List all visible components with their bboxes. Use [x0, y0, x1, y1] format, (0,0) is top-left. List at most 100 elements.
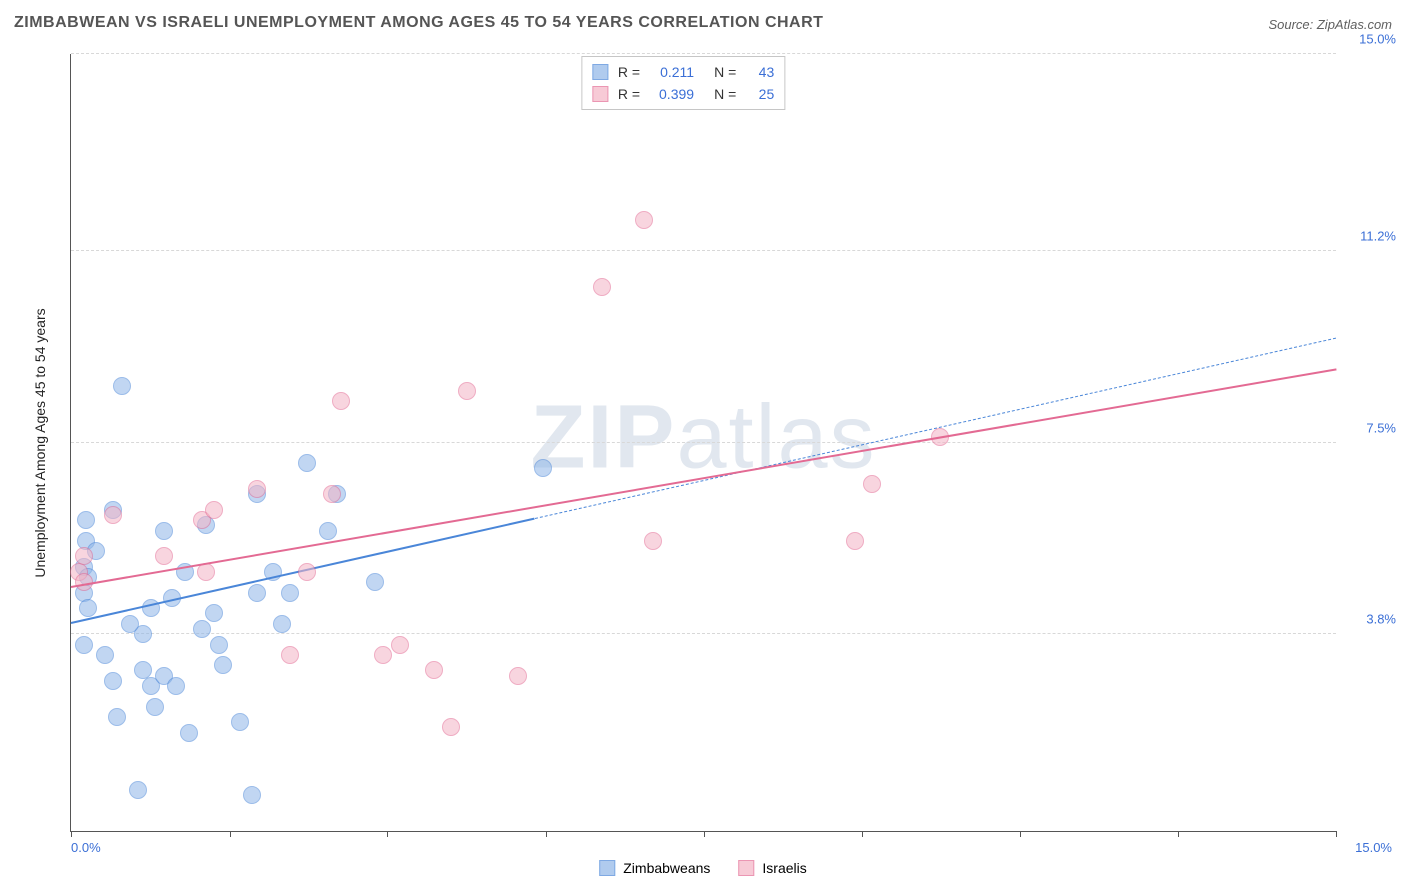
data-point	[328, 485, 346, 503]
data-point	[248, 485, 266, 503]
gridline	[71, 53, 1336, 54]
data-point	[134, 661, 152, 679]
data-point	[142, 677, 160, 695]
r-value: 0.211	[650, 61, 694, 83]
data-point	[121, 615, 139, 633]
data-point	[593, 278, 611, 296]
x-tick-mark	[704, 831, 705, 837]
data-point	[298, 454, 316, 472]
data-point	[248, 480, 266, 498]
data-point	[96, 646, 114, 664]
x-tick-mark	[387, 831, 388, 837]
legend-label: Zimbabweans	[623, 860, 710, 876]
n-value: 43	[746, 61, 774, 83]
data-point	[931, 428, 949, 446]
data-point	[142, 599, 160, 617]
data-point	[75, 558, 93, 576]
data-point	[323, 485, 341, 503]
data-point	[534, 459, 552, 477]
legend-swatch	[738, 860, 754, 876]
data-point	[108, 708, 126, 726]
data-point	[79, 599, 97, 617]
data-point	[205, 604, 223, 622]
x-tick-mark	[862, 831, 863, 837]
trend-line	[71, 517, 535, 623]
gridline	[71, 250, 1336, 251]
legend-item: Zimbabweans	[599, 860, 710, 876]
data-point	[425, 661, 443, 679]
data-point	[163, 589, 181, 607]
data-point	[281, 646, 299, 664]
legend-item: Israelis	[738, 860, 806, 876]
data-point	[79, 568, 97, 586]
data-point	[205, 501, 223, 519]
data-point	[77, 511, 95, 529]
y-tick-label: 3.8%	[1341, 612, 1396, 627]
data-point	[113, 377, 131, 395]
watermark: ZIPatlas	[530, 386, 876, 489]
data-point	[146, 698, 164, 716]
r-label: R =	[618, 83, 640, 105]
r-value: 0.399	[650, 83, 694, 105]
legend-swatch	[599, 860, 615, 876]
data-point	[644, 532, 662, 550]
data-point	[197, 516, 215, 534]
n-label: N =	[714, 83, 736, 105]
data-point	[442, 718, 460, 736]
y-tick-label: 11.2%	[1341, 228, 1396, 243]
gridline	[71, 633, 1336, 634]
legend-swatch	[592, 64, 608, 80]
data-point	[391, 636, 409, 654]
correlation-row: R = 0.211 N = 43	[592, 61, 774, 83]
x-tick-mark	[546, 831, 547, 837]
trend-line	[535, 338, 1336, 519]
data-point	[264, 563, 282, 581]
r-label: R =	[618, 61, 640, 83]
data-point	[104, 501, 122, 519]
data-point	[281, 584, 299, 602]
correlation-row: R =0.399N =25	[592, 83, 774, 105]
data-point	[243, 786, 261, 804]
data-point	[134, 625, 152, 643]
x-tick-mark	[1020, 831, 1021, 837]
data-point	[176, 563, 194, 581]
data-point	[75, 584, 93, 602]
legend-label: Israelis	[762, 860, 806, 876]
data-point	[635, 211, 653, 229]
data-point	[75, 636, 93, 654]
data-point	[366, 573, 384, 591]
data-point	[70, 563, 88, 581]
series-legend: Zimbabweans Israelis	[599, 860, 807, 876]
data-point	[273, 615, 291, 633]
data-point	[197, 563, 215, 581]
data-point	[458, 382, 476, 400]
correlation-legend: R =0.211N =43R =0.399N =25	[581, 56, 785, 110]
n-label: N =	[714, 61, 736, 83]
data-point	[863, 475, 881, 493]
data-point	[75, 547, 93, 565]
data-point	[332, 392, 350, 410]
y-tick-label: 7.5%	[1341, 420, 1396, 435]
data-point	[319, 522, 337, 540]
data-point	[374, 646, 392, 664]
data-point	[87, 542, 105, 560]
data-point	[155, 547, 173, 565]
plot-area: Unemployment Among Ages 45 to 54 years Z…	[48, 54, 1336, 832]
trend-line	[71, 368, 1336, 588]
chart-title: ZIMBABWEAN VS ISRAELI UNEMPLOYMENT AMONG…	[14, 14, 823, 32]
x-tick-mark	[1178, 831, 1179, 837]
data-point	[104, 506, 122, 524]
data-point	[155, 667, 173, 685]
data-point	[104, 672, 122, 690]
y-axis-label: Unemployment Among Ages 45 to 54 years	[32, 308, 48, 577]
data-point	[298, 563, 316, 581]
data-point	[248, 584, 266, 602]
data-point	[193, 620, 211, 638]
x-tick-mark	[1336, 831, 1337, 837]
x-tick-mark	[230, 831, 231, 837]
y-tick-label: 15.0%	[1341, 32, 1396, 47]
data-point	[214, 656, 232, 674]
data-point	[129, 781, 147, 799]
data-point	[75, 573, 93, 591]
data-point	[846, 532, 864, 550]
